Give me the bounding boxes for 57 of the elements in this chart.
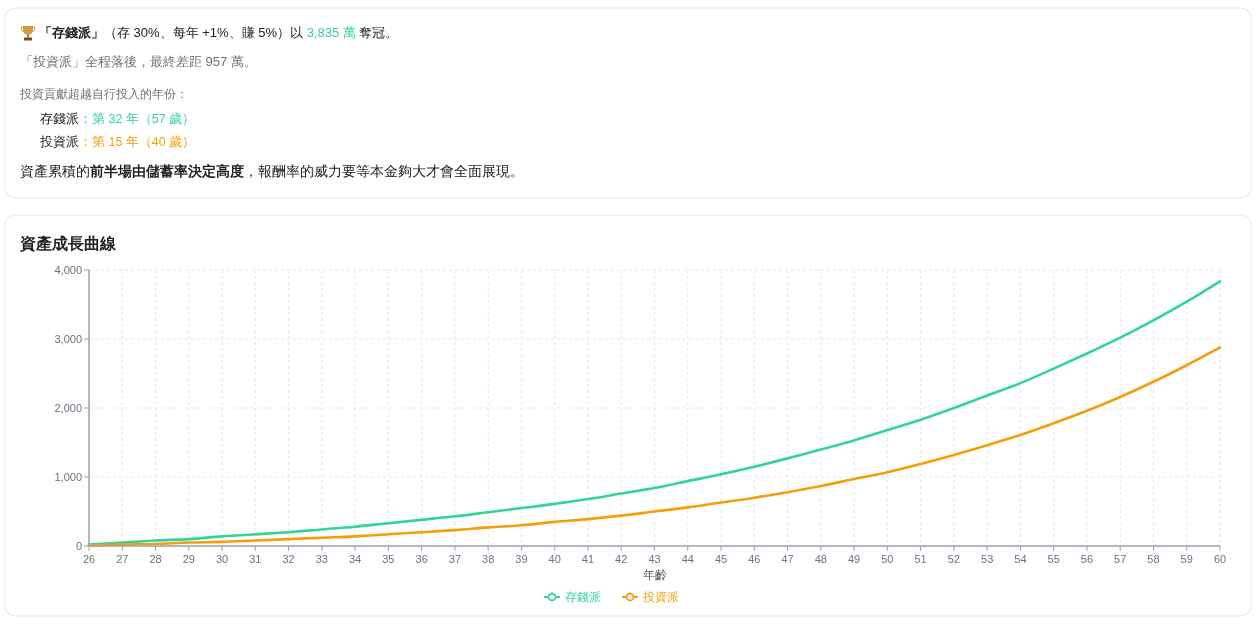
x-tick-label: 55 — [1047, 553, 1060, 565]
x-tick-label: 44 — [681, 553, 694, 565]
x-axis-title: 年齡 — [642, 568, 667, 582]
x-tick-label: 54 — [1014, 553, 1027, 565]
y-tick-label: 3,000 — [54, 332, 82, 345]
x-tick-label: 43 — [648, 553, 661, 565]
text: 奪冠。 — [355, 25, 399, 40]
y-tick-label: 4,000 — [54, 263, 82, 276]
x-tick-label: 28 — [149, 553, 162, 565]
x-tick-label: 42 — [615, 553, 628, 565]
x-tick-label: 56 — [1080, 553, 1094, 565]
x-tick-label: 39 — [515, 553, 528, 565]
x-tick-label: 59 — [1180, 553, 1193, 565]
text: （存 30%、每年 +1%、賺 5%）以 — [104, 25, 307, 40]
x-tick-label: 57 — [1114, 553, 1127, 565]
text: ：第 32 年（57 歲） — [79, 112, 196, 126]
x-tick-label: 33 — [315, 553, 328, 565]
x-tick-label: 49 — [847, 553, 861, 565]
text: 存錢派 — [40, 112, 79, 126]
x-tick-label: 40 — [548, 553, 561, 565]
y-tick-label: 0 — [75, 539, 82, 552]
x-tick-label: 53 — [981, 553, 994, 565]
chart-title: 資產成長曲線 — [19, 235, 117, 253]
x-tick-label: 34 — [348, 553, 362, 565]
x-tick-label: 36 — [415, 553, 428, 565]
x-tick-label: 60 — [1213, 553, 1227, 565]
text: ：第 15 年（40 歲） — [79, 135, 196, 149]
text: 資產累積的 — [20, 164, 90, 179]
x-tick-label: 30 — [215, 553, 229, 565]
text: 「存錢派」 — [39, 25, 104, 40]
x-tick-label: 26 — [82, 553, 96, 565]
x-tick-label: 41 — [581, 553, 595, 565]
x-tick-label: 29 — [182, 553, 195, 565]
text: 投資貢獻超越自行投入的年份： — [19, 87, 188, 101]
x-tick-label: 46 — [748, 553, 761, 565]
x-tick-label: 31 — [249, 553, 262, 565]
x-tick-label: 37 — [448, 553, 462, 565]
x-tick-label: 45 — [714, 553, 728, 565]
text: 投資派 — [39, 135, 79, 149]
x-tick-label: 58 — [1147, 553, 1160, 565]
text: 3,835 萬 — [306, 25, 356, 40]
text: ，報酬率的威力要等本金夠大才會全面展現。 — [244, 164, 524, 179]
legend-label: 存錢派 — [565, 590, 601, 605]
x-tick-label: 35 — [382, 553, 395, 565]
x-tick-label: 51 — [914, 553, 927, 565]
x-tick-label: 50 — [881, 553, 894, 565]
legend-label: 投資派 — [642, 590, 679, 605]
x-tick-label: 27 — [116, 553, 129, 565]
x-tick-label: 32 — [282, 553, 295, 565]
x-tick-label: 48 — [814, 553, 827, 565]
x-tick-label: 38 — [482, 553, 495, 565]
text: 「投資派」全程落後，最終差距 957 萬。 — [20, 54, 257, 69]
x-tick-label: 52 — [947, 553, 961, 565]
x-tick-label: 47 — [781, 553, 794, 565]
y-tick-label: 2,000 — [54, 401, 82, 414]
y-tick-label: 1,000 — [54, 470, 82, 483]
text: 前半場由儲蓄率決定高度 — [89, 163, 244, 179]
